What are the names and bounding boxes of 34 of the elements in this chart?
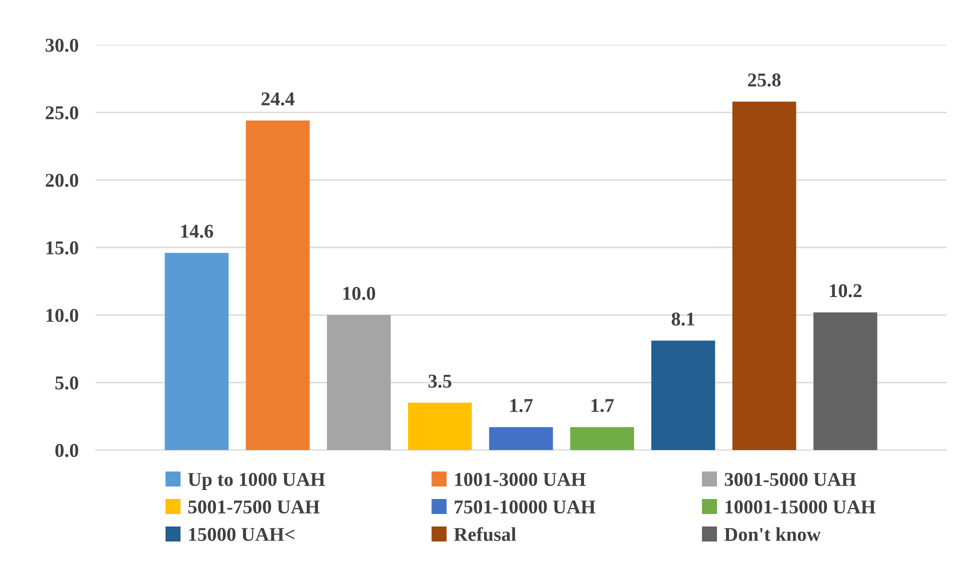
legend-label: 3001-5000 UAH: [724, 472, 856, 486]
bar: [732, 102, 796, 450]
legend-label: 7501-10000 UAH: [454, 500, 596, 514]
y-tick-label: 30.0: [46, 38, 78, 52]
bar: [408, 402, 472, 450]
legend-label: 15000 UAH<: [189, 528, 294, 541]
bar: [813, 312, 878, 450]
data-label: 10.2: [830, 284, 862, 298]
bar: [489, 427, 553, 450]
bar: [570, 427, 634, 450]
data-label: 24.4: [262, 92, 294, 106]
y-tick-label: 25.0: [46, 106, 78, 120]
bar: [246, 120, 310, 450]
data-label: 8.1: [672, 312, 694, 326]
legend-label: 5001-7500 UAH: [188, 500, 320, 514]
data-label: 1.7: [592, 399, 614, 412]
data-label: 3.5: [428, 374, 452, 388]
legend-label: Refusal: [454, 527, 516, 542]
legend-label: Up to 1000 UAH: [188, 472, 326, 490]
y-tick-label: 10.0: [46, 308, 78, 322]
legend-label: Don't know: [724, 527, 821, 541]
data-label: 25.8: [748, 73, 781, 87]
bar: [164, 252, 229, 450]
bar: [651, 340, 716, 450]
y-tick-label: 20.0: [46, 174, 78, 187]
y-tick-label: 15.0: [46, 241, 78, 255]
y-tick-label: 0.0: [55, 444, 78, 458]
data-label: 14.6: [181, 224, 214, 238]
y-tick-label: 5.0: [55, 376, 78, 390]
legend-label: 1001-3000 UAH: [455, 472, 586, 486]
data-label: 10.0: [343, 286, 376, 300]
legend-label: 10001-15000 UAH: [726, 500, 876, 514]
bar: [326, 315, 391, 450]
data-label: 1.7: [510, 399, 533, 412]
